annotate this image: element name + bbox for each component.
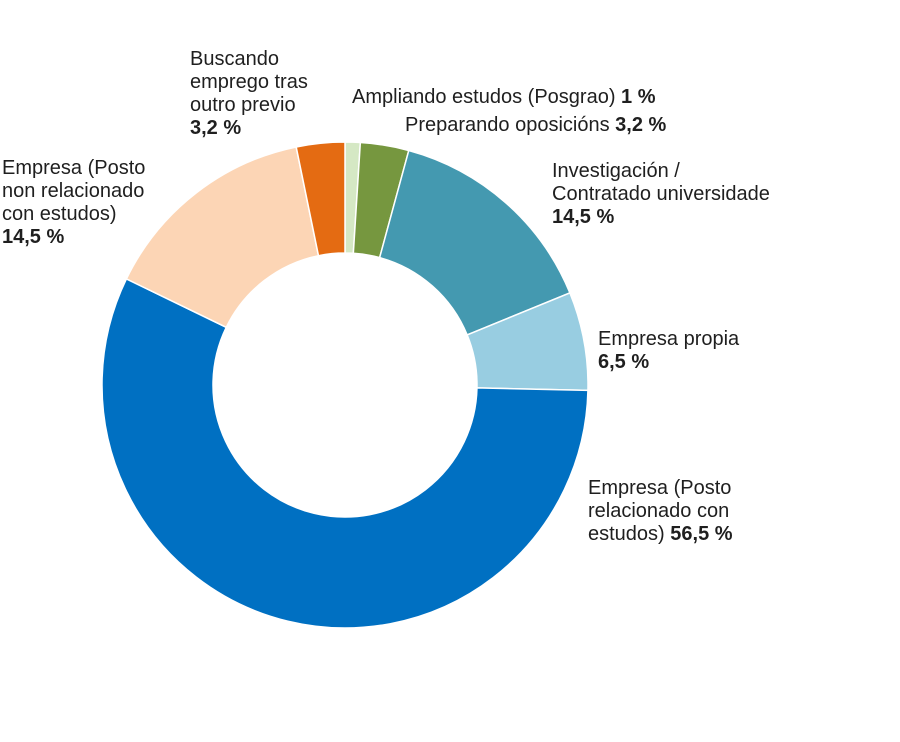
label-value: 14,5 % [552,206,615,228]
label-value: 14,5 % [2,226,65,248]
label-value: 3,2 % [615,114,667,136]
label-name-line: outro previo [190,94,296,116]
label-name-line: Empresa (Posto [588,477,732,499]
label-name-line: Investigación / [552,160,680,182]
label-empresa-propia: Empresa propia 6,5 % [598,328,739,374]
label-empresa-non-relacionado: Empresa (Posto non relacionado con estud… [2,157,145,249]
donut-slice [125,146,320,329]
label-value: 1 % [621,86,656,108]
donut-slice [101,277,589,629]
label-name: Ampliando estudos (Posgrao) [352,86,616,108]
donut-slice [378,149,571,336]
label-name-line: Buscando [190,48,279,70]
label-name-line: Empresa (Posto [2,157,146,179]
donut-slice [295,141,346,257]
label-name-line: relacionado con [588,500,730,522]
label-name-line: Contratado universidade [552,183,770,205]
label-name-line: con estudos) [2,203,117,225]
label-preparando-oposicions: Preparando oposicións 3,2 % [405,114,666,137]
label-value: 6,5 % [598,351,650,373]
label-last-line: estudos) 56,5 % [588,523,733,546]
label-name: Preparando oposicións [405,114,610,136]
label-name-line: emprego tras [190,71,308,93]
label-name-line: non relacionado [2,180,145,202]
label-value: 3,2 % [190,117,242,139]
label-empresa-relacionado: Empresa (Posto relacionado con estudos) … [588,477,733,546]
label-ampliando-estudos: Ampliando estudos (Posgrao) 1 % [352,86,656,109]
label-name-line: estudos) [588,523,665,545]
label-investigacion: Investigación / Contratado universidade … [552,160,770,229]
label-value: 56,5 % [670,523,733,545]
label-buscando-emprego: Buscando emprego tras outro previo 3,2 % [190,48,308,140]
label-name-line: Empresa propia [598,328,740,350]
